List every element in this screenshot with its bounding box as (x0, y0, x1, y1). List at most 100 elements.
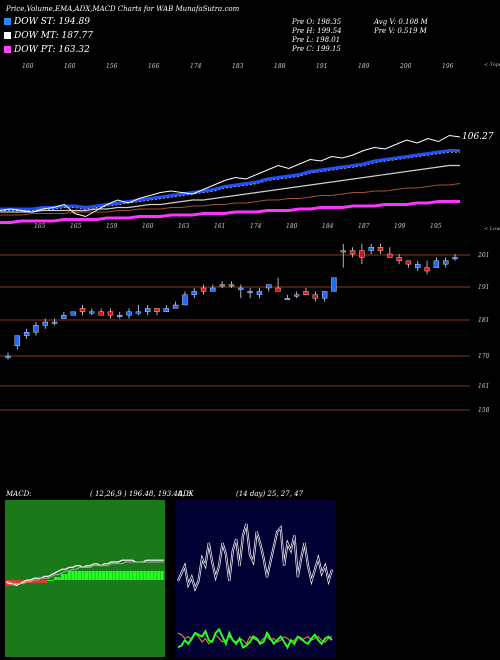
candle-body (126, 311, 132, 316)
candle-body (51, 321, 58, 324)
low-value: Pre L: 198.01 (292, 36, 341, 44)
tops-axis-label: < Tops (484, 62, 500, 68)
candle-body (228, 284, 235, 287)
candle-body (23, 332, 30, 336)
candle-body (433, 260, 440, 268)
candle-body (200, 287, 207, 292)
legend-mt-label: DOW MT: 187.77 (14, 31, 93, 41)
ema-series-3 (0, 164, 460, 213)
candle-body (424, 267, 430, 272)
open-value: Pre O: 198.35 (292, 18, 342, 26)
macd-histogram-bar (74, 571, 78, 580)
ema-top-label: 191 (316, 63, 327, 70)
macd-histogram-bar (19, 580, 23, 583)
macd-histogram-bar (102, 571, 106, 580)
macd-histogram-bar (122, 571, 126, 580)
adx-minus-di-line (177, 632, 333, 645)
candle-body (135, 311, 142, 314)
macd-histogram-bar (160, 571, 164, 580)
macd-histogram-bar (64, 574, 68, 580)
ema-bottom-label: 165 (70, 223, 82, 230)
macd-histogram-bar (98, 571, 102, 580)
ema-top-label: 174 (190, 63, 202, 70)
macd-values: ( 12,26,9 ) 196.48, 193.48, 3 (90, 490, 192, 498)
ema-bottom-label: 165 (34, 223, 46, 230)
macd-histogram-bar (12, 580, 16, 586)
candle-body (172, 304, 179, 309)
legend-mt-swatch (4, 32, 11, 39)
macd-histogram-bar (40, 580, 44, 583)
adx-line (177, 627, 333, 650)
price-y-tick-label: 191 (478, 284, 489, 291)
candle-body (247, 291, 253, 294)
ema-bottom-label: 195 (430, 223, 442, 230)
ema-series-long (0, 200, 460, 224)
macd-histogram-bar (105, 571, 109, 580)
ema-top-label: 200 (399, 63, 412, 70)
macd-histogram-bar (47, 580, 51, 581)
ema-top-label: 156 (106, 63, 118, 70)
candle-body (144, 308, 151, 312)
candle-body (154, 308, 160, 312)
adx-plus-di-inner (177, 523, 333, 590)
ema-top-label: 188 (274, 63, 286, 70)
candle-body (238, 287, 244, 290)
ema-last-value-label: 106.27 (462, 132, 494, 142)
candle-body (70, 311, 76, 316)
price-y-tick-label: 170 (478, 353, 490, 360)
macd-histogram-bar (78, 571, 82, 580)
candle-body (275, 287, 281, 292)
candle-body (256, 291, 263, 295)
candle-body (349, 250, 356, 255)
macd-histogram-bar (57, 577, 61, 580)
candle-body (284, 298, 291, 300)
macd-histogram-bar (67, 571, 71, 580)
legend-mt: DOW MT: 187.77 (4, 31, 93, 41)
candle-body (387, 253, 393, 258)
prev-volume: Pre V: 0.519 M (374, 27, 427, 35)
price-y-tick-label: 201 (477, 252, 489, 259)
macd-histogram-bar (36, 580, 40, 583)
candle-body (293, 294, 300, 297)
ema-series-2 (0, 151, 460, 211)
legend-st-label: DOW ST: 194.89 (14, 17, 90, 27)
macd-histogram-bar (115, 571, 119, 580)
candle-body (117, 315, 123, 317)
ema-bottom-label: 187 (358, 223, 370, 230)
candle-body (14, 335, 21, 347)
candle-body (303, 291, 309, 295)
candle-body (33, 325, 39, 333)
legend-pt: DOW PT: 163.32 (4, 45, 90, 55)
avg-volume: Avg V: 0.108 M (374, 18, 428, 26)
macd-histogram-bar (153, 571, 157, 580)
macd-histogram-bar (119, 571, 123, 580)
candle-body (266, 284, 272, 289)
macd-histogram-bar (71, 571, 75, 580)
macd-histogram-bar (16, 580, 20, 583)
candle-body (312, 294, 319, 299)
candle-body (368, 246, 374, 251)
candle-body (89, 311, 95, 314)
legend-pt-label: DOW PT: 163.32 (14, 45, 90, 55)
legend-st: DOW ST: 194.89 (4, 17, 90, 27)
ema-bottom-label: 163 (178, 223, 190, 230)
ema-top-label: 183 (232, 63, 244, 70)
close-value: Pre C: 199.15 (292, 45, 341, 53)
candle-body (442, 260, 449, 265)
macd-histogram-bar (150, 571, 154, 580)
macd-histogram-bar (146, 571, 150, 580)
ema-bottom-label: 161 (214, 223, 225, 230)
price-y-tick-label: 161 (478, 383, 489, 390)
candle-body (5, 355, 11, 358)
ema-bottom-label: 159 (106, 223, 118, 230)
candle-body (396, 257, 402, 261)
macd-histogram-bar (143, 571, 147, 580)
candle-body (415, 264, 421, 268)
ema-top-label: 160 (22, 63, 34, 70)
macd-histogram-bar (109, 571, 113, 580)
candle-body (107, 311, 114, 316)
candle-body (219, 284, 225, 287)
ema-top-label: 166 (148, 63, 160, 70)
candle-body (163, 308, 170, 312)
